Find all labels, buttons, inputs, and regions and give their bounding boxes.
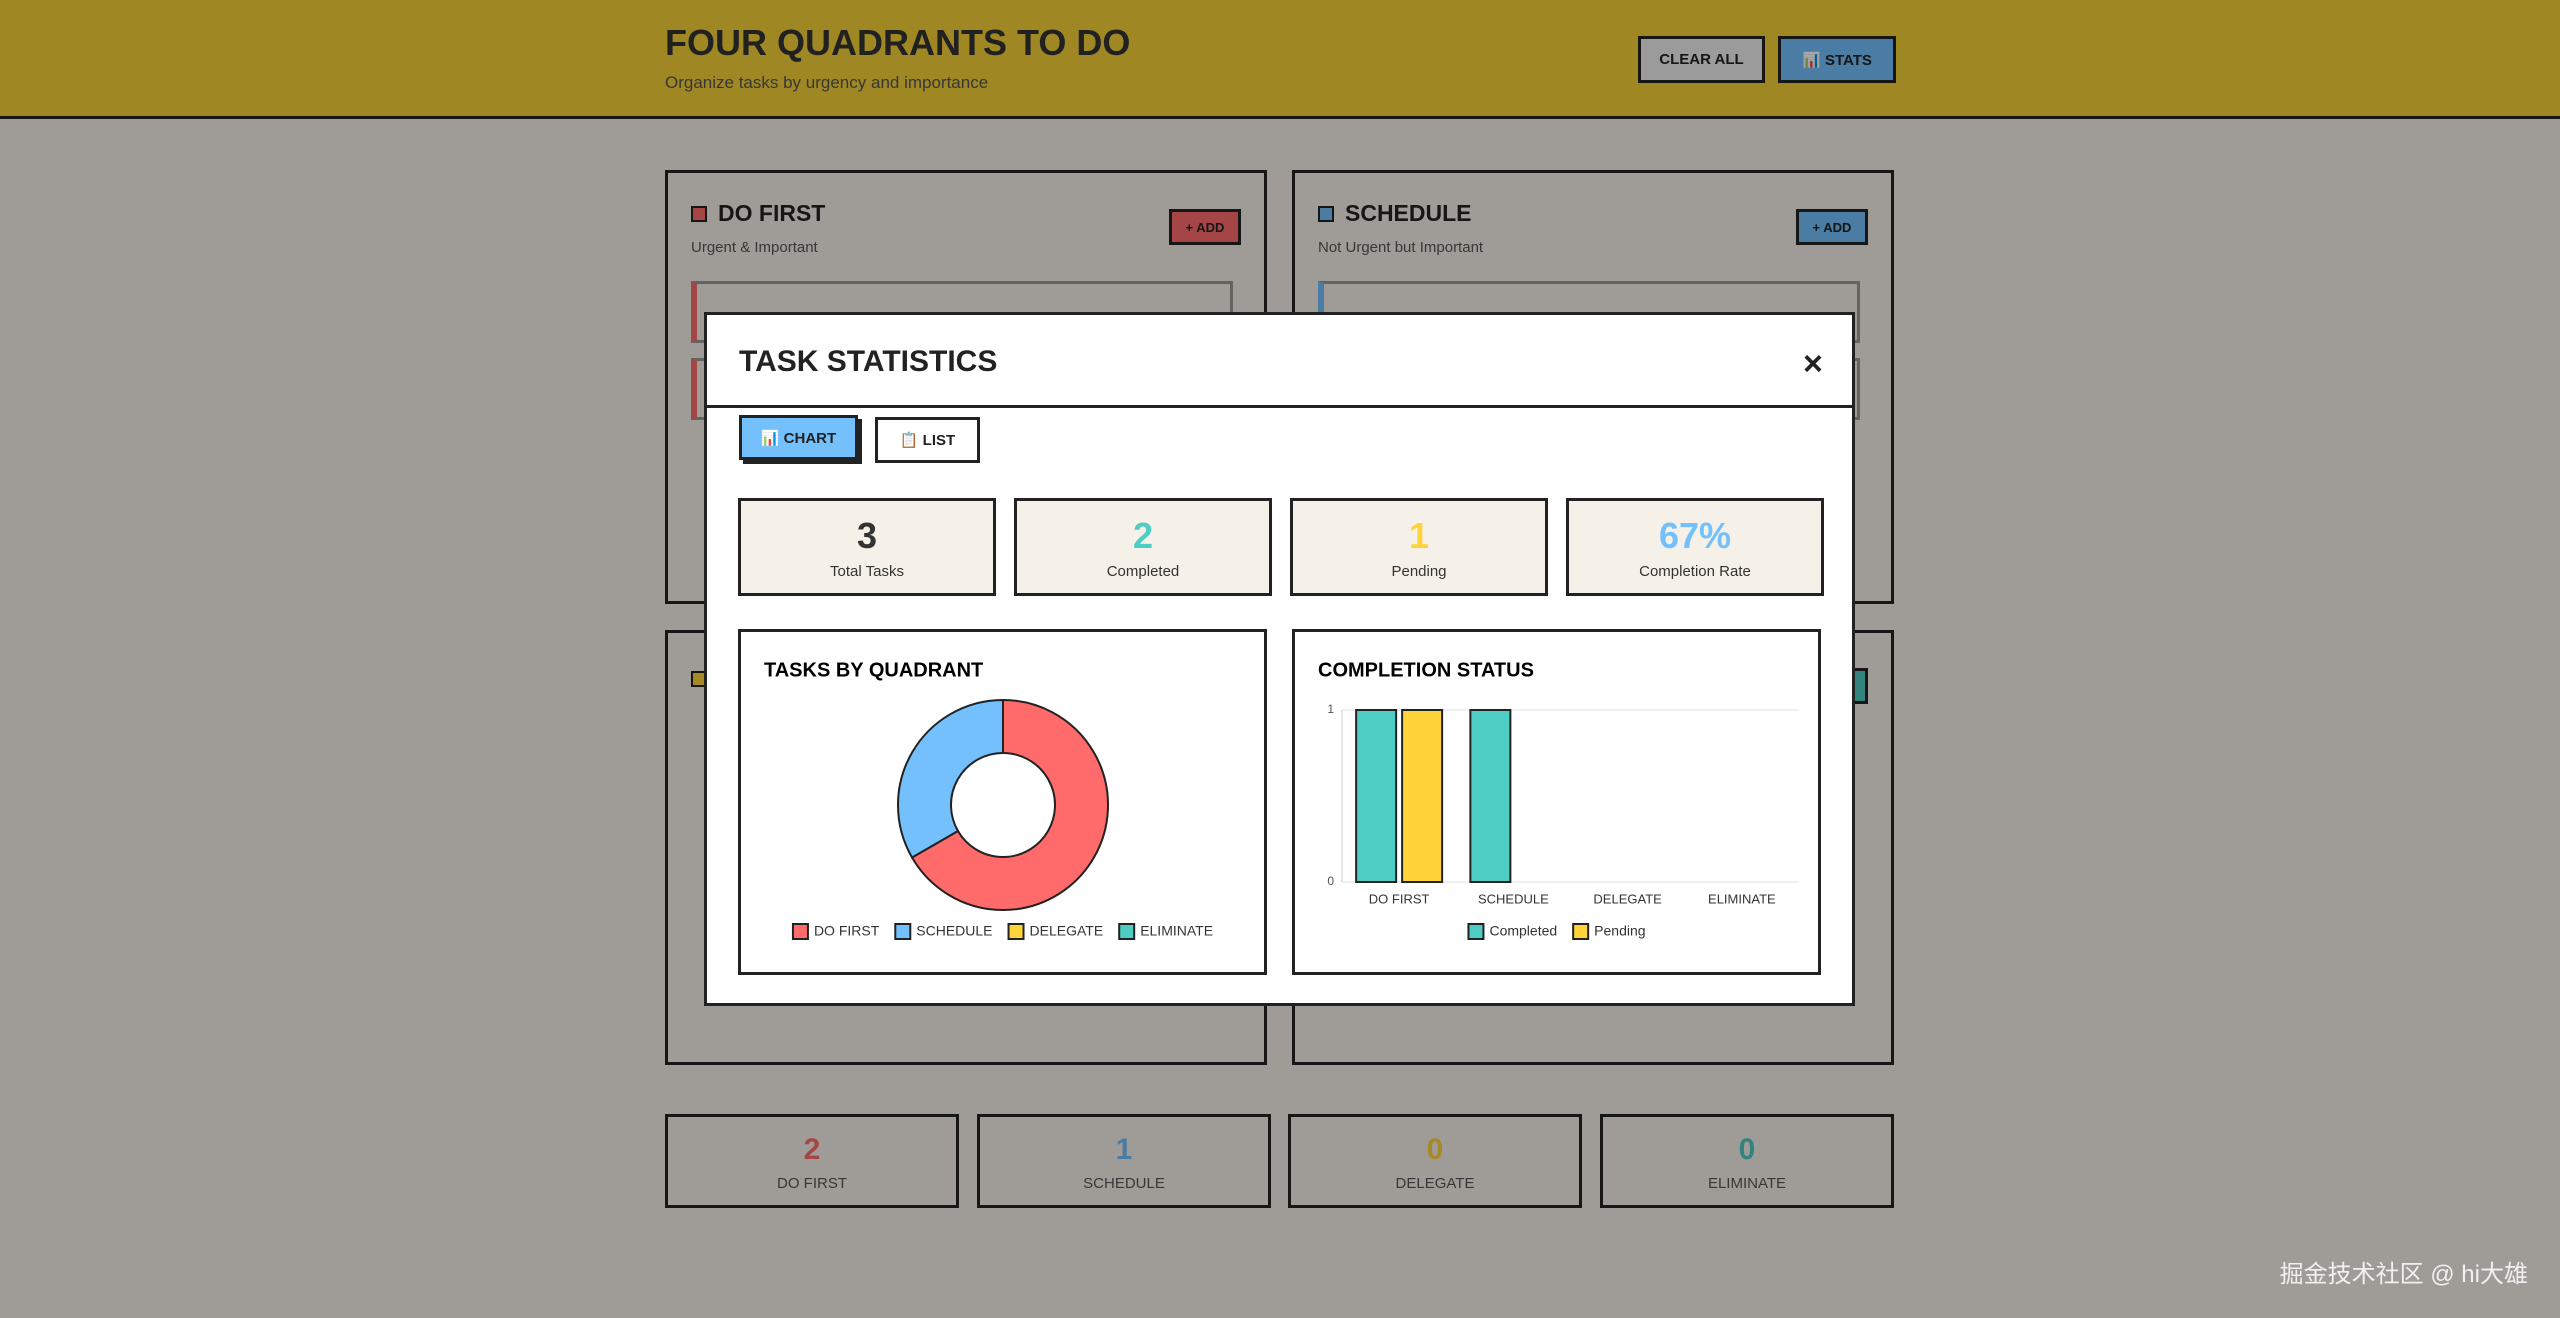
legend-swatch xyxy=(1572,923,1590,940)
quadrant-subtitle: Urgent & Important xyxy=(691,239,818,256)
legend-label: DELEGATE xyxy=(1030,923,1104,939)
app-title: FOUR QUADRANTS TO DO xyxy=(665,22,1131,63)
legend-swatch xyxy=(791,923,809,940)
legend-swatch xyxy=(1118,923,1136,940)
app-subtitle: Organize tasks by urgency and importance xyxy=(665,73,989,92)
header xyxy=(0,0,2560,119)
stat-card: 2 Completed xyxy=(1014,498,1272,596)
stat-label: Total Tasks xyxy=(830,563,904,580)
legend-label: DO FIRST xyxy=(814,923,880,939)
summary-card: 0 DELEGATE xyxy=(1288,1114,1582,1208)
summary-card: 0 ELIMINATE xyxy=(1600,1114,1894,1208)
summary-label: DO FIRST xyxy=(777,1175,847,1192)
stat-value: 67% xyxy=(1658,515,1732,556)
modal-title: TASK STATISTICS xyxy=(739,345,998,378)
y-tick-label: 0 xyxy=(1327,874,1334,888)
bar xyxy=(1355,709,1398,883)
list-tab[interactable]: 📋 LIST xyxy=(875,417,980,463)
legend-label: ELIMINATE xyxy=(1140,923,1213,939)
chart-panel: TASKS BY QUADRANT DO FIRST SCHEDULE DELEGAT… xyxy=(738,629,1267,975)
quadrant-icon xyxy=(1318,206,1334,222)
pie-slice xyxy=(910,698,1109,911)
summary-count: 2 xyxy=(803,1133,821,1166)
add-button[interactable]: + ADD xyxy=(1796,209,1868,245)
stat-value: 3 xyxy=(856,515,878,556)
chart-panel: COMPLETION STATUS 0 1 DO FIRST SCHEDULE DELEG… xyxy=(1292,629,1821,975)
pie-chart: TASKS BY QUADRANT DO FIRST SCHEDULE DELEGAT… xyxy=(764,659,1213,940)
summary-count: 0 xyxy=(1738,1133,1756,1166)
legend: Completed Pending xyxy=(1467,923,1646,940)
pie-slice xyxy=(897,698,1004,859)
summary-card: 2 DO FIRST xyxy=(665,1114,959,1208)
summary-count: 0 xyxy=(1426,1133,1444,1166)
add-button[interactable]: + ADD xyxy=(1169,209,1241,245)
bar xyxy=(1469,709,1512,883)
summary-label: SCHEDULE xyxy=(1083,1175,1165,1192)
chart-title: TASKS BY QUADRANT xyxy=(764,659,983,681)
bar-chart: COMPLETION STATUS 0 1 DO FIRST SCHEDULE DELEG… xyxy=(1318,659,1799,940)
legend-swatch xyxy=(894,923,912,940)
x-tick-label: ELIMINATE xyxy=(1708,891,1776,906)
quadrant-title: DO FIRST xyxy=(718,200,826,226)
quadrant-title: SCHEDULE xyxy=(1345,200,1472,226)
stat-label: Pending xyxy=(1391,563,1447,580)
y-tick-label: 1 xyxy=(1327,702,1334,716)
summary-count: 1 xyxy=(1115,1133,1133,1166)
legend: DO FIRST SCHEDULE DELEGATE ELIMINATE xyxy=(791,923,1213,940)
x-tick-label: DO FIRST xyxy=(1369,891,1430,906)
legend-swatch xyxy=(1007,923,1025,940)
quadrant-icon xyxy=(691,206,707,222)
summary-card: 1 SCHEDULE xyxy=(977,1114,1271,1208)
stat-card: 67% Completion Rate xyxy=(1566,498,1824,596)
quadrant-subtitle: Not Urgent but Important xyxy=(1318,239,1484,256)
chart-tab[interactable]: 📊 CHART xyxy=(739,415,858,460)
stat-label: Completed xyxy=(1106,563,1180,580)
stat-label: Completion Rate xyxy=(1639,563,1751,580)
legend-swatch xyxy=(1467,923,1485,940)
stats-modal: TASK STATISTICS × 📊 CHART 📋 LIST TASKS B… xyxy=(704,312,1855,1006)
stat-value: 2 xyxy=(1132,515,1154,556)
watermark: 掘金技术社区 @ hi大雄 xyxy=(2279,1261,2528,1288)
clear-all-button[interactable]: CLEAR ALL xyxy=(1638,36,1765,83)
chart-title: COMPLETION STATUS xyxy=(1318,659,1534,681)
modal-header xyxy=(707,315,1852,408)
x-tick-label: DELEGATE xyxy=(1593,891,1662,906)
stat-card: 1 Pending xyxy=(1290,498,1548,596)
legend-label: SCHEDULE xyxy=(916,923,992,939)
legend-label: Pending xyxy=(1594,923,1645,939)
legend-label: Completed xyxy=(1489,923,1557,939)
summary-label: DELEGATE xyxy=(1395,1175,1475,1192)
x-tick-label: SCHEDULE xyxy=(1478,891,1549,906)
close-button[interactable]: × xyxy=(1803,345,1823,383)
stat-card: 3 Total Tasks xyxy=(738,498,996,596)
stat-value: 1 xyxy=(1408,515,1430,556)
bar xyxy=(1401,709,1444,883)
summary-label: ELIMINATE xyxy=(1707,1175,1787,1192)
stats-button[interactable]: 📊 STATS xyxy=(1778,36,1896,83)
